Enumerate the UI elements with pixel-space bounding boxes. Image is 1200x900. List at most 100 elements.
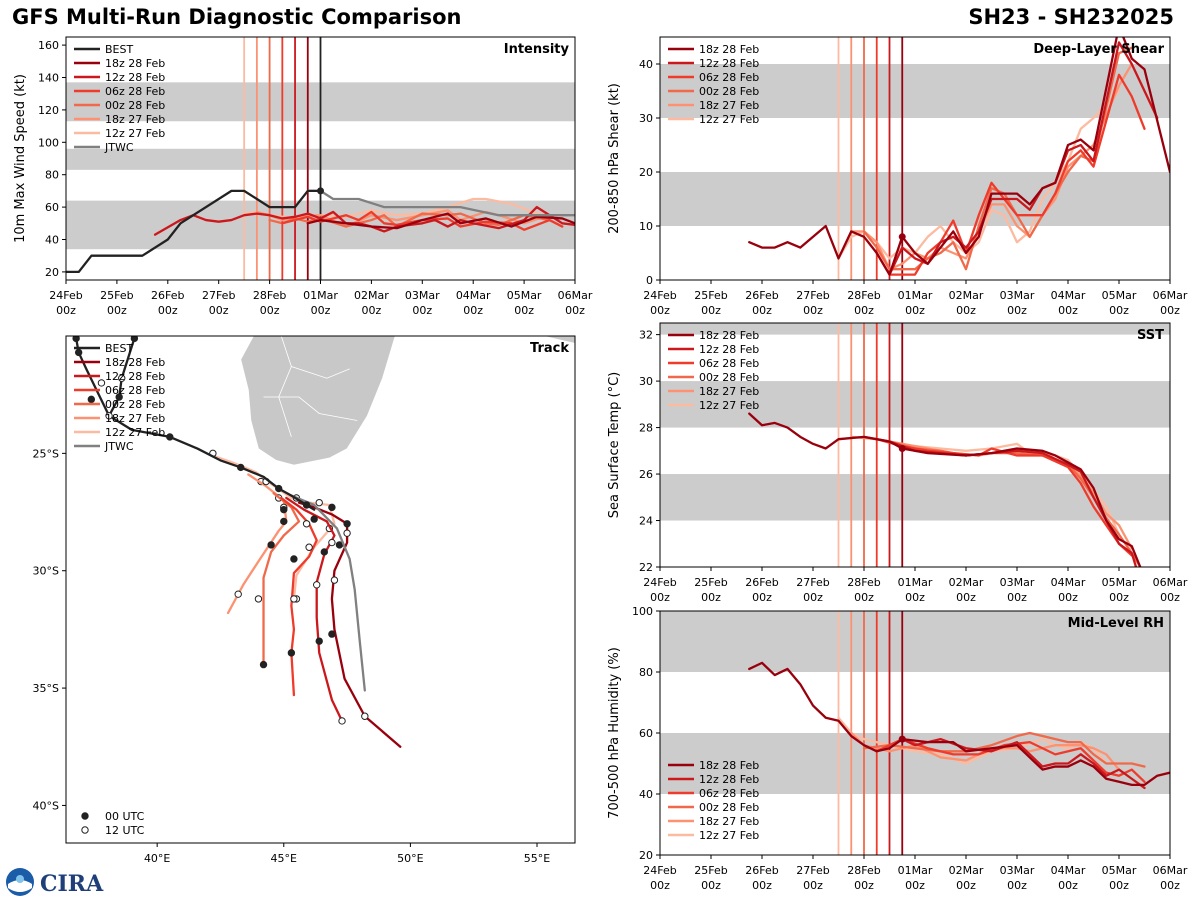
panel-rh: Mid-Level RH 20 40 60 80 100 24Feb 00z 25Feb 00z 2… xyxy=(607,605,1188,892)
track-marker xyxy=(74,348,83,357)
track-marker xyxy=(328,503,336,512)
track-marker xyxy=(275,484,283,493)
x-tick-label: 00z xyxy=(905,591,925,604)
x-tick-label: 00z xyxy=(701,304,721,317)
series-line-18z-28-feb xyxy=(297,501,402,748)
legend-entry: 12z 27 Feb xyxy=(699,113,759,126)
x-tick-label: 24Feb xyxy=(643,576,676,589)
x-tick-label: 05Mar xyxy=(507,289,542,302)
y-axis-label: Sea Surface Temp (°C) xyxy=(607,372,622,519)
plot-area-rh xyxy=(660,611,1170,855)
x-tick-label: 00z xyxy=(1160,591,1180,604)
legend-entry: 06z 28 Feb xyxy=(699,71,759,84)
x-tick-label: 01Mar xyxy=(898,864,933,877)
x-tick-label: 06Mar xyxy=(1153,864,1188,877)
track-marker xyxy=(338,717,346,725)
x-tick-label: 00z xyxy=(905,879,925,892)
track-marker xyxy=(166,433,174,441)
storm-id: SH23 - SH232025 xyxy=(968,5,1174,29)
track-marker xyxy=(118,374,126,382)
plot-area-sst xyxy=(660,323,1170,567)
x-tick-label: 00z xyxy=(803,304,823,317)
series-line-18z-28-feb xyxy=(748,37,1170,276)
y-axis-label: 200-850 hPa Shear (kt) xyxy=(607,83,622,234)
track-marker xyxy=(302,501,311,509)
x-tick-label: 00z xyxy=(1109,304,1129,317)
y-tick-label: 160 xyxy=(38,39,59,52)
y-tick-label: 100 xyxy=(38,136,59,149)
x-tick-label: 03Mar xyxy=(1000,864,1035,877)
y-tick-label: 80 xyxy=(639,666,653,679)
x-tick-label: 50°E xyxy=(397,852,423,865)
legend-entry: 00z 28 Feb xyxy=(105,99,165,112)
legend-entry: 00z 28 Feb xyxy=(699,371,759,384)
x-tick-label: 00z xyxy=(650,879,670,892)
legend-entry: 18z 27 Feb xyxy=(699,99,759,112)
x-tick-label: 25Feb xyxy=(100,289,133,302)
track-marker xyxy=(290,595,298,603)
track-marker xyxy=(254,595,263,603)
x-tick-label: 00z xyxy=(752,879,772,892)
plot-area-shear xyxy=(660,37,1170,280)
series-line-18z-28-feb xyxy=(748,661,1170,786)
x-tick-label: 04Mar xyxy=(456,289,491,302)
y-tick-label: 20 xyxy=(639,849,653,862)
legend-entry: 18z 28 Feb xyxy=(699,329,759,342)
legend-entry: 18z 28 Feb xyxy=(105,356,165,369)
series-line-00z-28-feb xyxy=(262,492,301,666)
x-tick-label: 00z xyxy=(311,304,331,317)
panel-title: Track xyxy=(530,341,569,356)
y-tick-label: 10 xyxy=(639,220,653,233)
legend-entry: 18z 28 Feb xyxy=(105,57,165,70)
y-tick-label: 120 xyxy=(38,104,59,117)
track-marker xyxy=(343,529,351,537)
legend-entry: 18z 28 Feb xyxy=(699,759,759,772)
y-axis-label: 10m Max Wind Speed (kt) xyxy=(13,74,28,243)
legend-entry: 00z 28 Feb xyxy=(699,801,759,814)
legend-entry: 00z 28 Feb xyxy=(105,398,165,411)
panel-intensity: Intensity 20 40 60 80 100 120 140 160 24Feb 00z 25F… xyxy=(13,36,593,317)
x-tick-label: 55°E xyxy=(524,852,550,865)
track-marker xyxy=(320,548,328,556)
y-tick-label: 30 xyxy=(639,375,653,388)
marker-legend-entry: 12 UTC xyxy=(105,824,145,837)
x-tick-label: 00z xyxy=(701,591,721,604)
track-marker xyxy=(130,336,139,343)
marker-legend-entry: 00 UTC xyxy=(105,810,145,823)
y-tick-label: 40 xyxy=(639,58,653,71)
x-tick-label: 00z xyxy=(650,591,670,604)
series-line-12z-27-feb xyxy=(211,454,336,601)
cira-logo: CIRA xyxy=(6,868,104,897)
x-tick-label: 26Feb xyxy=(151,289,184,302)
legend-entry: 06z 28 Feb xyxy=(105,384,165,397)
x-tick-label: 00z xyxy=(650,304,670,317)
track-marker xyxy=(287,649,296,657)
x-tick-label: 00z xyxy=(956,879,976,892)
y-tick-label: 24 xyxy=(639,515,653,528)
track-marker xyxy=(237,463,245,472)
track-marker xyxy=(315,498,323,507)
legend-entry: 12z 28 Feb xyxy=(699,57,759,70)
track-marker xyxy=(97,379,106,387)
y-tick-label: 60 xyxy=(639,727,653,740)
panel-track: Track 25°S 30°S 35°S 40°S 40°E 45°E 50°E 55°E BES… xyxy=(33,335,576,865)
x-tick-label: 00z xyxy=(854,304,874,317)
shaded-band-1 xyxy=(660,611,1170,672)
x-tick-label: 04Mar xyxy=(1051,289,1086,302)
legend-entry: 18z 27 Feb xyxy=(105,113,165,126)
series-line-best xyxy=(66,189,322,274)
track-marker xyxy=(105,412,113,420)
x-tick-label: 00z xyxy=(1109,591,1129,604)
track-marker xyxy=(280,505,288,514)
track-marker xyxy=(115,393,123,401)
x-tick-label: 00z xyxy=(854,879,874,892)
x-tick-label: 03Mar xyxy=(405,289,440,302)
panel-sst: SST 22 24 26 28 30 32 24Feb 00z 25Feb 00z 26Feb 00z 2… xyxy=(607,322,1188,604)
x-tick-label: 05Mar xyxy=(1102,864,1137,877)
x-tick-label: 01Mar xyxy=(898,576,933,589)
x-tick-label: 01Mar xyxy=(303,289,338,302)
x-tick-label: 00z xyxy=(1058,879,1078,892)
y-tick-label: 60 xyxy=(45,201,59,214)
track-marker xyxy=(290,555,298,563)
legend-entry: JTWC xyxy=(104,440,134,453)
